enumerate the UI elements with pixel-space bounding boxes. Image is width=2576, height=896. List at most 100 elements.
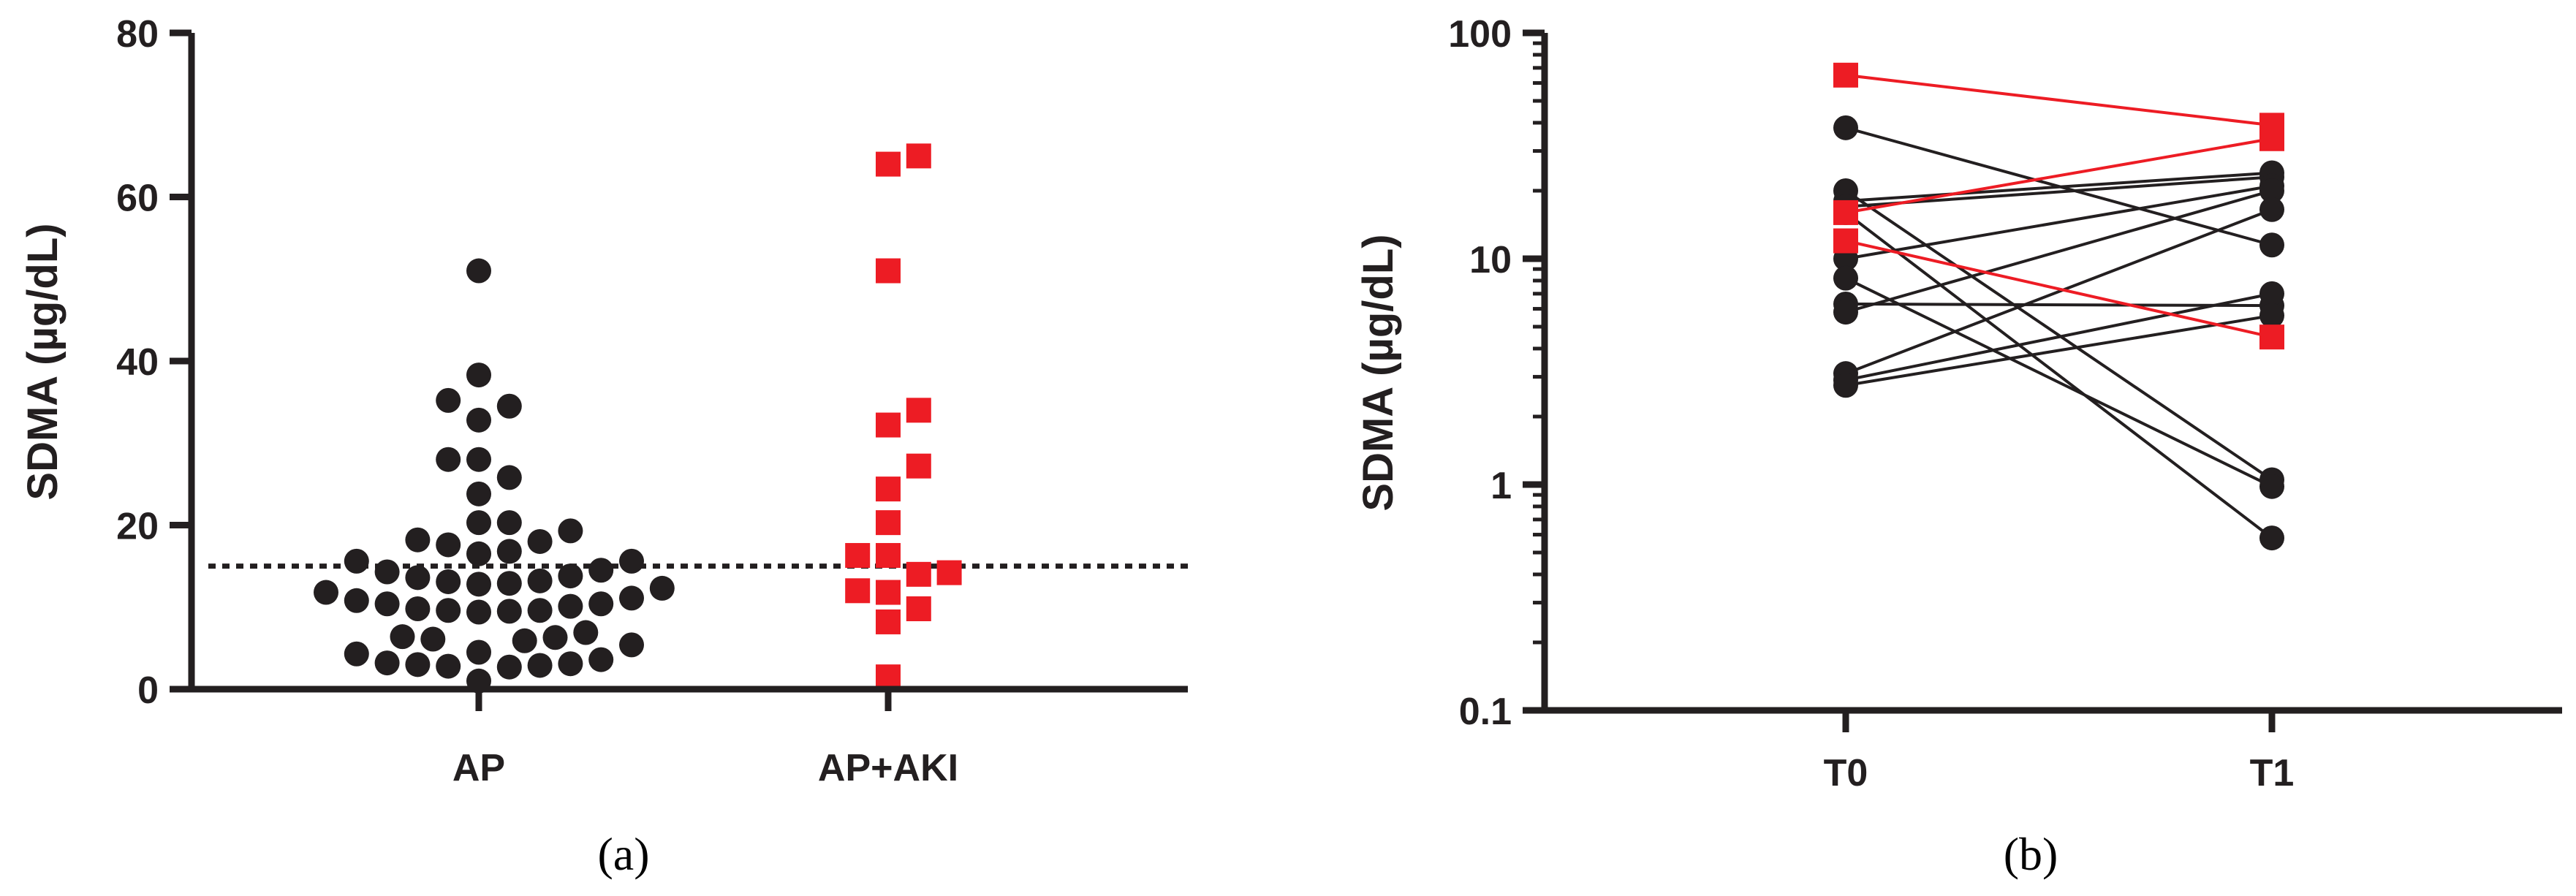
- chart-a-point-ap-aki: [906, 561, 931, 587]
- chart-b-series-line-aki: [1845, 239, 2273, 339]
- chart-a-point-ap-aki: [906, 398, 931, 423]
- chart-b-point-aki: [2259, 126, 2284, 151]
- chart-a-point-ap-aki: [876, 664, 901, 690]
- chart-a-point-ap: [588, 647, 614, 672]
- chart-b-point-no-aki: [1833, 300, 1858, 325]
- chart-b-series-line-no-aki: [1844, 189, 2273, 482]
- chart-a-point-ap: [314, 580, 338, 605]
- chart-a-point-ap: [558, 518, 583, 544]
- chart-a-point-ap: [542, 625, 568, 650]
- chart-b-point-aki: [1833, 200, 1858, 225]
- chart-a-point-ap: [496, 510, 522, 536]
- chart-b-series-line-no-aki: [1845, 303, 2273, 308]
- chart-a-point-ap: [466, 447, 491, 472]
- chart-a-point-ap: [619, 548, 644, 574]
- chart-a-point-ap: [405, 527, 431, 553]
- chart-b-panel-label: (b): [2004, 828, 2058, 880]
- chart-a-point-ap: [436, 569, 461, 594]
- chart-a-point-ap: [496, 393, 522, 419]
- chart-a-point-ap: [527, 528, 553, 554]
- chart-b-point-no-aki: [2259, 474, 2284, 499]
- chart-b-y-axis-label: SDMA (µg/dL): [1355, 234, 1402, 511]
- chart-a-point-ap: [527, 598, 553, 623]
- chart-a-point-ap: [466, 362, 491, 388]
- chart-a-point-ap-aki: [876, 477, 901, 502]
- chart-a-point-ap: [374, 650, 400, 676]
- chart-b-point-no-aki: [2259, 197, 2284, 222]
- chart-b-series-line-no-aki: [1845, 292, 2273, 382]
- chart-b-series-line-aki: [1845, 137, 2273, 214]
- chart-a-panel-label: (a): [597, 828, 649, 880]
- chart-b-y-tick-label: 10: [1469, 239, 1512, 281]
- chart-a-point-ap: [512, 628, 537, 653]
- chart-b-y-tick-label: 100: [1448, 13, 1512, 56]
- chart-a-point-ap: [344, 641, 369, 667]
- chart-a-point-ap: [405, 652, 431, 677]
- chart-b-point-no-aki: [2259, 232, 2284, 258]
- chart-a-point-ap: [649, 575, 675, 601]
- chart-a-y-tick-label: 0: [137, 669, 159, 712]
- chart-a-y-axis-label: SDMA (µg/dL): [19, 223, 67, 500]
- chart-a-point-ap: [527, 653, 553, 678]
- chart-b-series-line-no-aki: [1845, 189, 2273, 314]
- chart-b-point-aki: [2259, 324, 2284, 350]
- chart-a-point-ap: [558, 593, 583, 619]
- chart-b-point-aki: [1833, 228, 1858, 254]
- chart-a-point-ap: [496, 571, 522, 596]
- chart-a-point-ap: [436, 598, 461, 623]
- chart-a-point-ap: [344, 588, 369, 613]
- chart-a-point-ap: [558, 563, 583, 589]
- chart-a-point-ap: [390, 624, 415, 650]
- chart-a-point-ap: [466, 599, 491, 625]
- chart-a-point-ap-aki: [936, 560, 962, 585]
- chart-a-point-ap: [573, 620, 599, 645]
- chart-a-point-ap-aki: [906, 453, 931, 479]
- chart-a-point-ap-aki: [876, 609, 901, 634]
- chart-a: 0 20 40 60 80 AP AP+AKI SDMA (µg/dL) (a): [19, 13, 1188, 880]
- chart-b-series-line-no-aki: [1845, 208, 2273, 376]
- chart-a-point-ap: [466, 407, 491, 433]
- chart-a-point-ap: [466, 510, 491, 536]
- chart-a-axes: 0 20 40 60 80 AP AP+AKI: [116, 13, 1188, 789]
- chart-a-point-ap: [420, 626, 446, 652]
- chart-a-point-ap: [496, 599, 522, 624]
- chart-b-point-no-aki: [2259, 303, 2284, 328]
- chart-a-point-ap: [466, 639, 491, 665]
- chart-a-point-ap-aki: [876, 151, 901, 177]
- chart-a-point-ap-aki: [876, 510, 901, 536]
- chart-b-point-no-aki: [1833, 115, 1858, 140]
- chart-b-point-no-aki: [2259, 281, 2284, 306]
- chart-a-point-ap: [436, 387, 461, 413]
- chart-a-point-ap: [466, 258, 491, 284]
- chart-b-axes: 0.1 1 10 100 T0 T1: [1448, 13, 2562, 794]
- chart-a-point-ap-aki: [876, 543, 901, 569]
- chart-b-series-line-no-aki: [1844, 211, 2273, 539]
- chart-a-point-ap: [588, 558, 614, 583]
- chart-b-series-line-no-aki: [1845, 276, 2273, 488]
- chart-a-point-ap-aki: [876, 580, 901, 605]
- chart-a-point-ap: [436, 447, 461, 472]
- chart-a-point-ap: [496, 539, 522, 564]
- chart-b-point-no-aki: [1833, 265, 1858, 291]
- chart-b-marks: [1833, 62, 2284, 551]
- chart-a-y-tick-label: 20: [116, 506, 159, 548]
- chart-a-point-ap: [558, 651, 583, 677]
- chart-b-point-no-aki: [2259, 178, 2284, 203]
- chart-a-point-ap-aki: [845, 543, 871, 569]
- chart-a-point-ap: [344, 548, 369, 574]
- chart-a-point-ap: [496, 465, 522, 490]
- chart-b-y-tick-label: 1: [1490, 465, 1512, 507]
- chart-b-series-line-no-aki: [1845, 314, 2273, 387]
- chart-b-point-no-aki: [2259, 525, 2284, 551]
- chart-b-x-tick-label: T1: [2250, 752, 2295, 794]
- chart-b-point-aki: [1833, 62, 1858, 88]
- chart-a-point-ap: [436, 653, 461, 679]
- chart-a-x-tick-label: AP+AKI: [818, 747, 958, 789]
- chart-a-point-ap: [588, 591, 614, 617]
- chart-a-x-tick-label: AP: [452, 747, 505, 789]
- chart-b-y-tick-label: 0.1: [1459, 691, 1512, 733]
- chart-b-x-tick-label: T0: [1824, 752, 1868, 794]
- chart-a-point-ap: [496, 654, 522, 680]
- chart-a-point-ap-aki: [876, 258, 901, 284]
